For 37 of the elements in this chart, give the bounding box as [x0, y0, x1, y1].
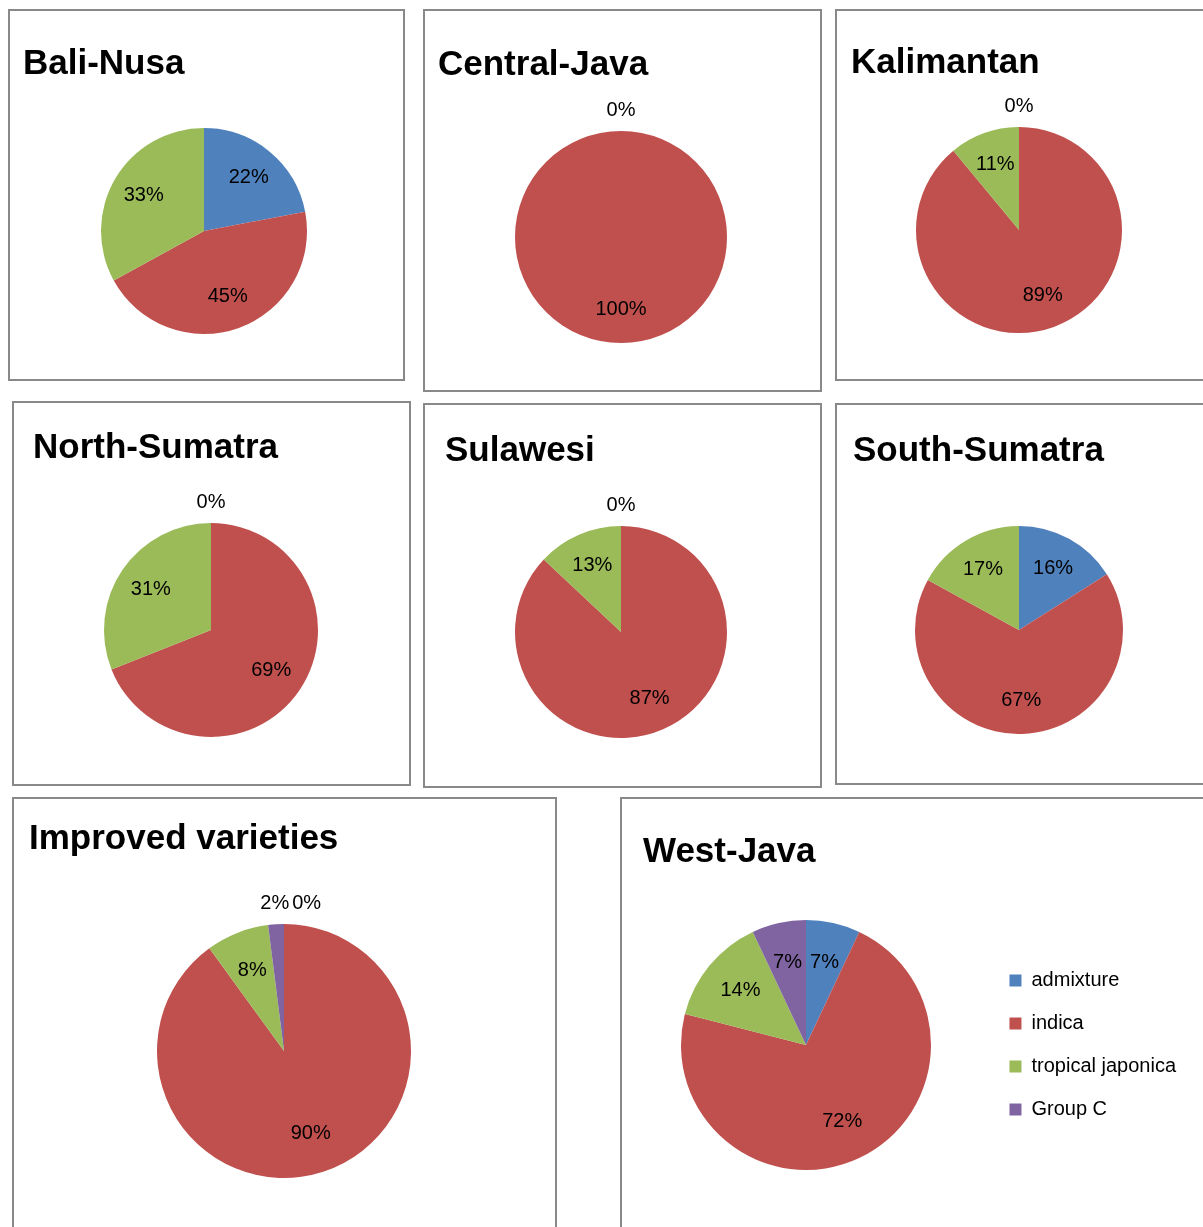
data-label: 2% [260, 890, 290, 913]
text: 0% [196, 489, 226, 512]
data-label: 8% [237, 958, 267, 981]
chart-title: North-Sumatra [33, 426, 279, 465]
data-label: 67% [1001, 688, 1042, 711]
data-label: 100% [595, 296, 647, 319]
data-label: 22% [228, 164, 269, 187]
data-label: 7% [810, 949, 840, 972]
data-label: 89% [1022, 283, 1063, 306]
data-label: 17% [962, 556, 1004, 579]
text: 0% [606, 97, 636, 120]
chart-title: Bali-Nusa [23, 42, 185, 81]
chart-title: Kalimantan [851, 41, 1040, 80]
data-label: 33% [123, 182, 164, 205]
chart-title: Sulawesi [445, 429, 595, 468]
data-label: 69% [251, 658, 292, 681]
legend-label: tropical japonica [1031, 1054, 1177, 1077]
data-label: 13% [572, 553, 613, 576]
data-label: 45% [207, 284, 248, 307]
data-label: 14% [720, 978, 761, 1001]
chart-title: Central-Java [438, 43, 649, 82]
chart-title: Improved varieties [29, 817, 339, 856]
legend-label: indica [1031, 1011, 1085, 1034]
data-label: 31% [130, 576, 172, 599]
data-label: 16% [1033, 555, 1074, 578]
chart-title: West-Java [643, 830, 816, 869]
data-label: 90% [290, 1120, 331, 1143]
legend-label: Group C [1031, 1097, 1108, 1120]
chart-title: South-Sumatra [853, 429, 1104, 468]
data-label: 87% [629, 685, 670, 708]
text: 0% [606, 492, 636, 515]
data-label: 11% [976, 151, 1015, 174]
legend-label: admixture [1031, 968, 1120, 991]
text: 0% [1004, 93, 1034, 116]
data-label: 72% [822, 1109, 863, 1132]
text: 0% [292, 890, 322, 913]
data-label: 7% [773, 949, 803, 972]
